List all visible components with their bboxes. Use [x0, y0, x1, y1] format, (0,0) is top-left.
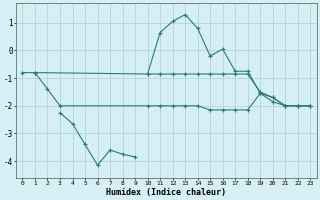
- X-axis label: Humidex (Indice chaleur): Humidex (Indice chaleur): [106, 188, 226, 197]
